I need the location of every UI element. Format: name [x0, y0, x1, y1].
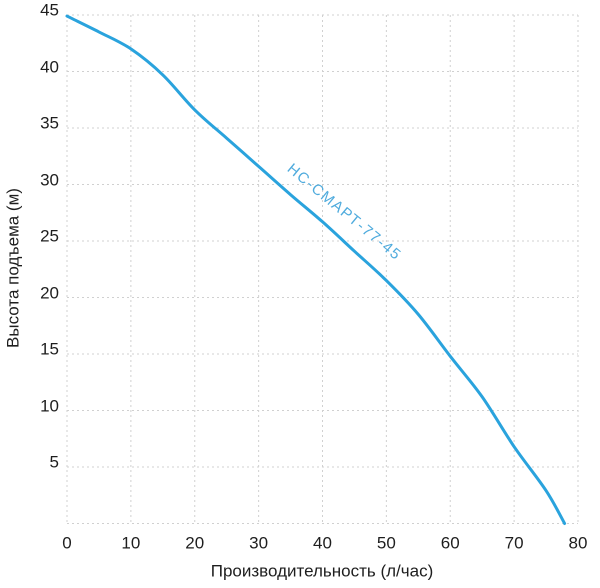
x-tick-label: 20: [185, 533, 205, 553]
x-tick-label: 80: [568, 533, 588, 553]
x-tick-label: 50: [376, 533, 396, 553]
gridlines: [66, 14, 579, 524]
y-axis-title: Высота подъема (м): [3, 188, 23, 348]
pump-curve: [65, 14, 567, 525]
x-axis-title: Производительность (л/час): [210, 561, 434, 581]
x-tick-label: 60: [440, 533, 460, 553]
y-tick-label: 5: [49, 452, 59, 472]
y-tick-label: 15: [40, 339, 59, 359]
y-tick-label: 45: [40, 0, 59, 20]
x-tick-label: 10: [121, 533, 141, 553]
y-tick-label: 10: [40, 396, 59, 415]
y-tick-label: 20: [40, 283, 59, 302]
x-tick-label: 0: [62, 533, 72, 553]
y-tick-label: 25: [40, 226, 59, 246]
pump-curve-path: [65, 14, 567, 525]
x-tick-label: 70: [504, 533, 524, 553]
y-tick-label: 35: [40, 113, 59, 133]
x-tick-label: 40: [313, 533, 332, 553]
y-tick-label: 40: [40, 57, 59, 76]
x-tick-label: 30: [249, 533, 269, 553]
y-tick-label: 30: [40, 170, 59, 189]
